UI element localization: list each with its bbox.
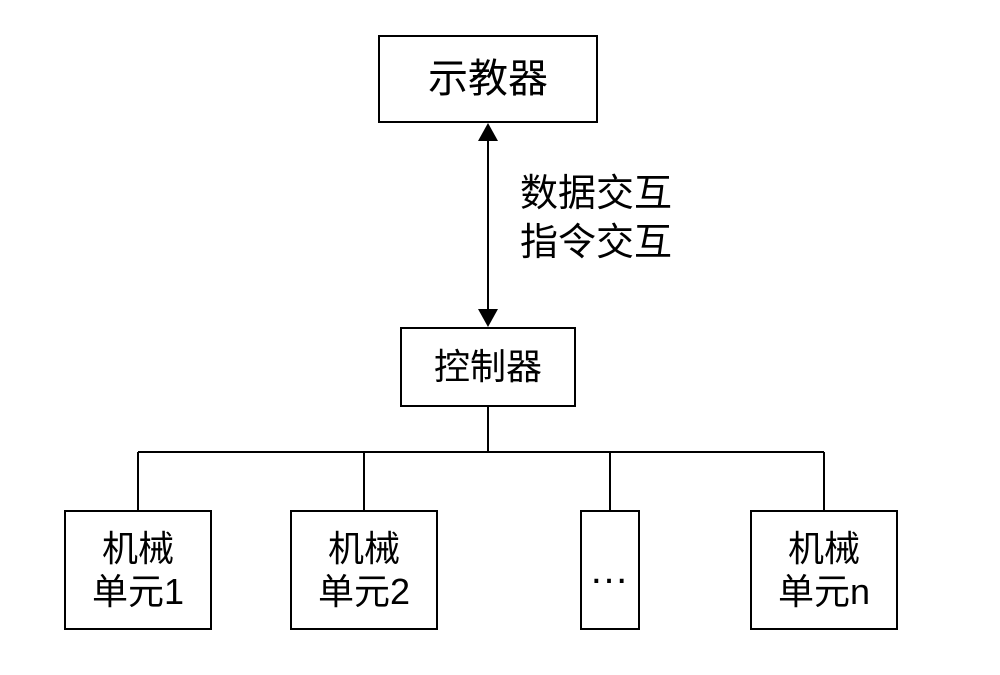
node-unit-2-label: 机械 单元2	[318, 527, 410, 613]
node-unit-1-label: 机械 单元1	[92, 527, 184, 613]
node-controller-label: 控制器	[434, 345, 542, 388]
node-unit-dots: …	[580, 510, 640, 630]
node-teach-pendant: 示教器	[378, 35, 598, 123]
node-unit-1: 机械 单元1	[64, 510, 212, 630]
annotation-line1: 数据交互	[520, 170, 672, 219]
annotation-line2: 指令交互	[520, 219, 672, 268]
annotation-interaction: 数据交互 指令交互	[520, 170, 672, 269]
node-teach-pendant-label: 示教器	[428, 55, 548, 103]
node-unit-n: 机械 单元n	[750, 510, 898, 630]
node-controller: 控制器	[400, 327, 576, 407]
node-unit-n-label: 机械 单元n	[778, 527, 870, 613]
node-unit-dots-label: …	[589, 546, 631, 594]
node-unit-2: 机械 单元2	[290, 510, 438, 630]
